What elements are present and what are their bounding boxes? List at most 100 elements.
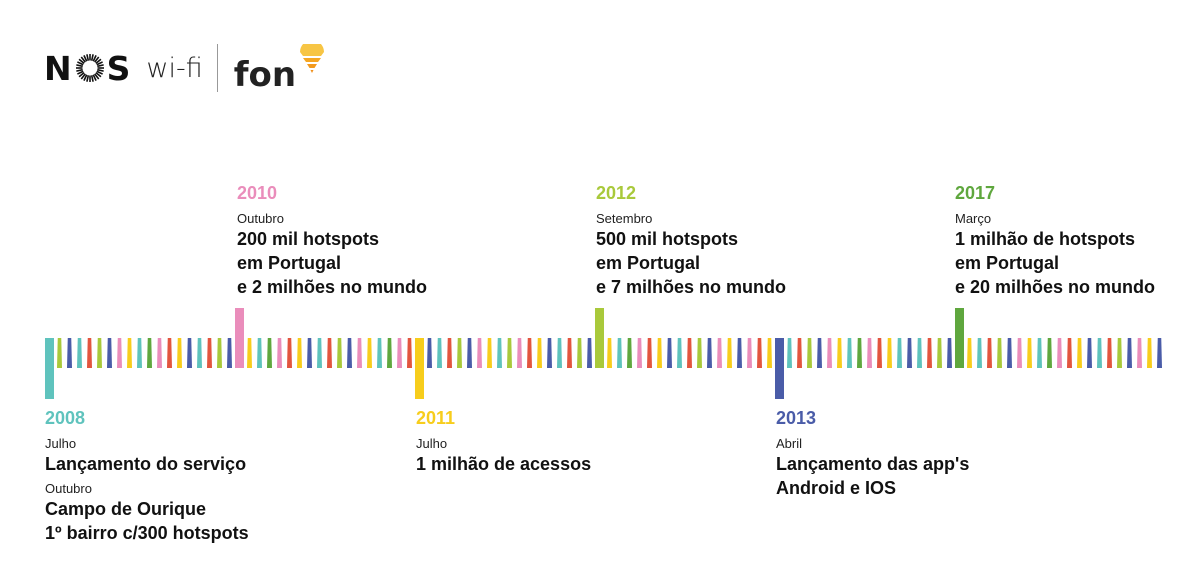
- timeline-tick: [747, 338, 752, 368]
- timeline-tick: [1147, 338, 1152, 368]
- timeline-tick: [107, 338, 112, 368]
- timeline-tick: [157, 338, 162, 368]
- event-description: em Portugal: [955, 253, 1060, 273]
- timeline-tick: [507, 338, 512, 368]
- milestone-marker: [235, 308, 244, 368]
- timeline-tick: [347, 338, 352, 368]
- logo-divider: [216, 44, 218, 92]
- timeline-tick: [817, 338, 822, 368]
- timeline-tick: [227, 338, 232, 368]
- event-year: 2011: [416, 408, 456, 428]
- milestone-marker: [415, 338, 424, 399]
- timeline-tick: [1117, 338, 1122, 368]
- timeline-tick: [377, 338, 382, 368]
- timeline-tick: [317, 338, 322, 368]
- timeline-tick: [457, 338, 462, 368]
- timeline-tick: [177, 338, 182, 368]
- timeline-tick: [277, 338, 282, 368]
- timeline-tick: [1127, 338, 1132, 368]
- nos-logo: N S: [44, 49, 131, 88]
- timeline-tick: [267, 338, 272, 368]
- event-year: 2012: [596, 183, 637, 203]
- event-description: 500 mil hotspots: [596, 229, 739, 249]
- event-month: Julho: [45, 436, 77, 451]
- timeline-tick: [487, 338, 492, 368]
- event-year: 2008: [45, 408, 86, 428]
- timeline-tick: [797, 338, 802, 368]
- timeline-tick: [1007, 338, 1012, 368]
- event-month: Outubro: [237, 211, 284, 226]
- timeline-tick: [867, 338, 872, 368]
- event-description: em Portugal: [237, 253, 342, 273]
- timeline-tick: [1137, 338, 1142, 368]
- event-2012: 2012 Setembro 500 mil hotspots em Portug…: [596, 182, 786, 299]
- timeline-tick: [1087, 338, 1092, 368]
- event-description: Android e IOS: [776, 478, 897, 498]
- nos-letter-n: N: [44, 48, 73, 88]
- event-year: 2017: [955, 183, 996, 203]
- event-2010: 2010 Outubro 200 mil hotspots em Portuga…: [237, 182, 427, 299]
- timeline-tick: [727, 338, 732, 368]
- timeline-tick: [567, 338, 572, 368]
- timeline-tick: [1157, 338, 1162, 368]
- timeline-tick: [677, 338, 682, 368]
- timeline-tick: [887, 338, 892, 368]
- timeline-tick: [477, 338, 482, 368]
- timeline-tick: [787, 338, 792, 368]
- timeline-tick: [647, 338, 652, 368]
- nos-sunburst-icon: [75, 54, 104, 82]
- timeline-tick: [357, 338, 362, 368]
- timeline-tick: [697, 338, 702, 368]
- event-2013: 2013 Abril Lançamento das app's Android …: [776, 407, 969, 500]
- timeline-tick: [1037, 338, 1042, 368]
- timeline-tick: [937, 338, 942, 368]
- nos-wifi-fon-logo: N S wi-fi fon: [44, 38, 327, 98]
- timeline-tick: [1097, 338, 1102, 368]
- timeline-tick: [537, 338, 542, 368]
- timeline-tick: [167, 338, 172, 368]
- timeline-tick: [897, 338, 902, 368]
- timeline-tick: [97, 338, 102, 368]
- fon-signal-icon: [300, 44, 325, 73]
- timeline-tick: [587, 338, 592, 368]
- timeline-tick: [407, 338, 412, 368]
- milestone-marker: [45, 338, 54, 399]
- timeline-tick: [857, 338, 862, 368]
- timeline-tick: [147, 338, 152, 368]
- timeline-tick: [127, 338, 132, 368]
- timeline-tick: [737, 338, 742, 368]
- timeline-tick: [247, 338, 252, 368]
- timeline-tick: [687, 338, 692, 368]
- timeline-tick: [77, 338, 82, 368]
- event-description: 1 milhão de acessos: [416, 454, 592, 474]
- timeline-tick: [67, 338, 72, 368]
- timeline-tick: [947, 338, 952, 368]
- wifi-label: wi-fi: [146, 52, 203, 84]
- timeline-tick: [907, 338, 912, 368]
- fon-wordmark: fon: [233, 55, 297, 95]
- milestone-marker: [775, 338, 784, 399]
- timeline-tick: [1047, 338, 1052, 368]
- event-2017: 2017 Março 1 milhão de hotspots em Portu…: [955, 182, 1155, 299]
- timeline-tick: [637, 338, 642, 368]
- timeline-tick: [667, 338, 672, 368]
- timeline-tick: [57, 338, 62, 368]
- event-description: 200 mil hotspots: [237, 229, 380, 249]
- timeline-tick: [757, 338, 762, 368]
- timeline-tick: [287, 338, 292, 368]
- timeline-tick: [297, 338, 302, 368]
- timeline-tick: [1027, 338, 1032, 368]
- timeline-tick: [1057, 338, 1062, 368]
- milestone-marker: [595, 308, 604, 368]
- timeline-tick: [837, 338, 842, 368]
- event-month: Março: [955, 211, 992, 226]
- timeline-tick: [847, 338, 852, 368]
- timeline-tick: [447, 338, 452, 368]
- timeline-tick: [977, 338, 982, 368]
- timeline-tick: [187, 338, 192, 368]
- timeline-tick: [807, 338, 812, 368]
- event-month: Outubro: [45, 481, 92, 496]
- timeline-tick: [257, 338, 262, 368]
- event-2011: 2011 Julho 1 milhão de acessos: [416, 407, 591, 476]
